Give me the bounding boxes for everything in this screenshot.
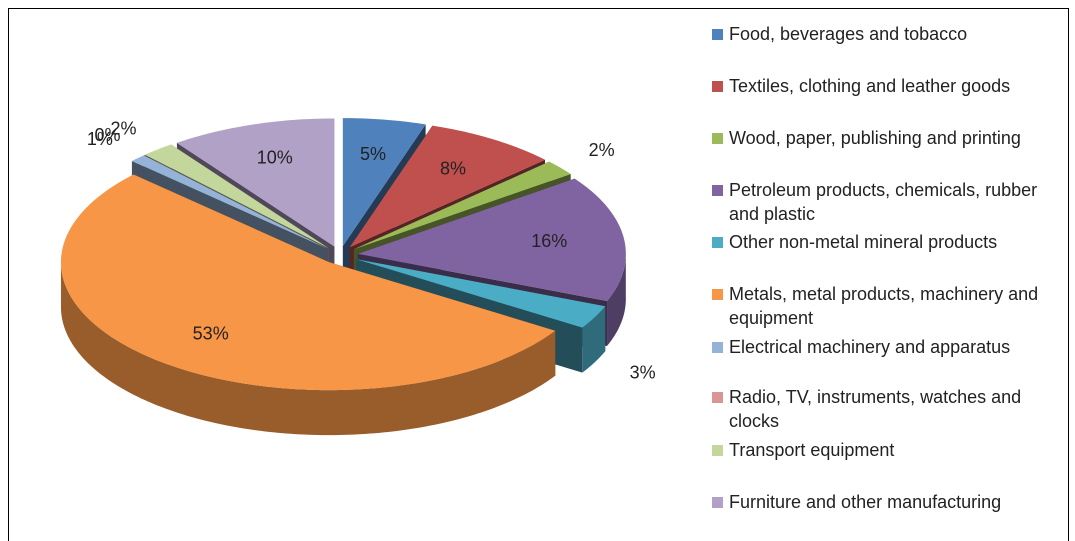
legend-swatch — [712, 29, 723, 40]
slice-wall — [60, 261, 556, 436]
legend-label: Furniture and other manufacturing — [729, 492, 1002, 512]
legend-item: Other non-metal mineral products — [712, 230, 1052, 254]
legend-swatch — [712, 185, 723, 196]
legend-swatch — [712, 237, 723, 248]
legend-label: Radio, TV, instruments, watches and cloc… — [729, 387, 1022, 431]
slice-wall — [607, 251, 626, 346]
slice-top — [60, 174, 556, 391]
legend-item: Furniture and other manufacturing — [712, 490, 1052, 514]
legend-item: Textiles, clothing and leather goods — [712, 74, 1052, 98]
data-label: 1% — [87, 129, 113, 149]
data-label: 3% — [630, 363, 656, 383]
legend-swatch — [712, 392, 723, 403]
legend-item: Wood, paper, publishing and printing — [712, 126, 1052, 150]
data-label: 53% — [193, 324, 229, 344]
legend-swatch — [712, 133, 723, 144]
data-label: 10% — [257, 148, 293, 168]
slice-top — [353, 161, 571, 250]
slice-top — [176, 118, 335, 247]
data-label: 2% — [111, 118, 137, 138]
frame — [8, 8, 1069, 541]
legend-label: Food, beverages and tobacco — [729, 24, 968, 44]
slice-top — [145, 144, 329, 249]
slice-top — [131, 155, 328, 249]
legend-swatch — [712, 81, 723, 92]
legend-swatch — [712, 445, 723, 456]
data-label: 16% — [531, 231, 567, 251]
data-label: 2% — [589, 140, 615, 160]
legend-label: Metals, metal products, machinery and eq… — [729, 284, 1039, 328]
legend-item: Food, beverages and tobacco — [712, 22, 1052, 46]
data-label: 8% — [440, 158, 466, 178]
slice-top — [342, 118, 426, 247]
legend-item: Radio, TV, instruments, watches and cloc… — [712, 385, 1052, 433]
legend-item: Transport equipment — [712, 438, 1052, 462]
slice-top — [349, 125, 546, 248]
legend-label: Petroleum products, chemicals, rubber an… — [729, 180, 1038, 224]
legend-label: Transport equipment — [729, 440, 895, 460]
legend-label: Other non-metal mineral products — [729, 232, 998, 252]
legend-swatch — [712, 289, 723, 300]
legend-label: Textiles, clothing and leather goods — [729, 76, 1011, 96]
legend-label: Wood, paper, publishing and printing — [729, 128, 1021, 148]
legend-label: Electrical machinery and apparatus — [729, 337, 1011, 357]
legend-item: Petroleum products, chemicals, rubber an… — [712, 178, 1052, 226]
legend-item: Metals, metal products, machinery and eq… — [712, 282, 1052, 330]
data-label: 0% — [95, 125, 121, 145]
legend-item: Electrical machinery and apparatus — [712, 335, 1052, 359]
data-label: 5% — [360, 144, 386, 164]
slice — [60, 174, 556, 436]
slice-top — [144, 155, 328, 249]
legend-swatch — [712, 342, 723, 353]
slice-top — [357, 178, 626, 301]
legend-swatch — [712, 497, 723, 508]
slice-top — [356, 259, 606, 328]
slice-wall — [582, 306, 606, 373]
